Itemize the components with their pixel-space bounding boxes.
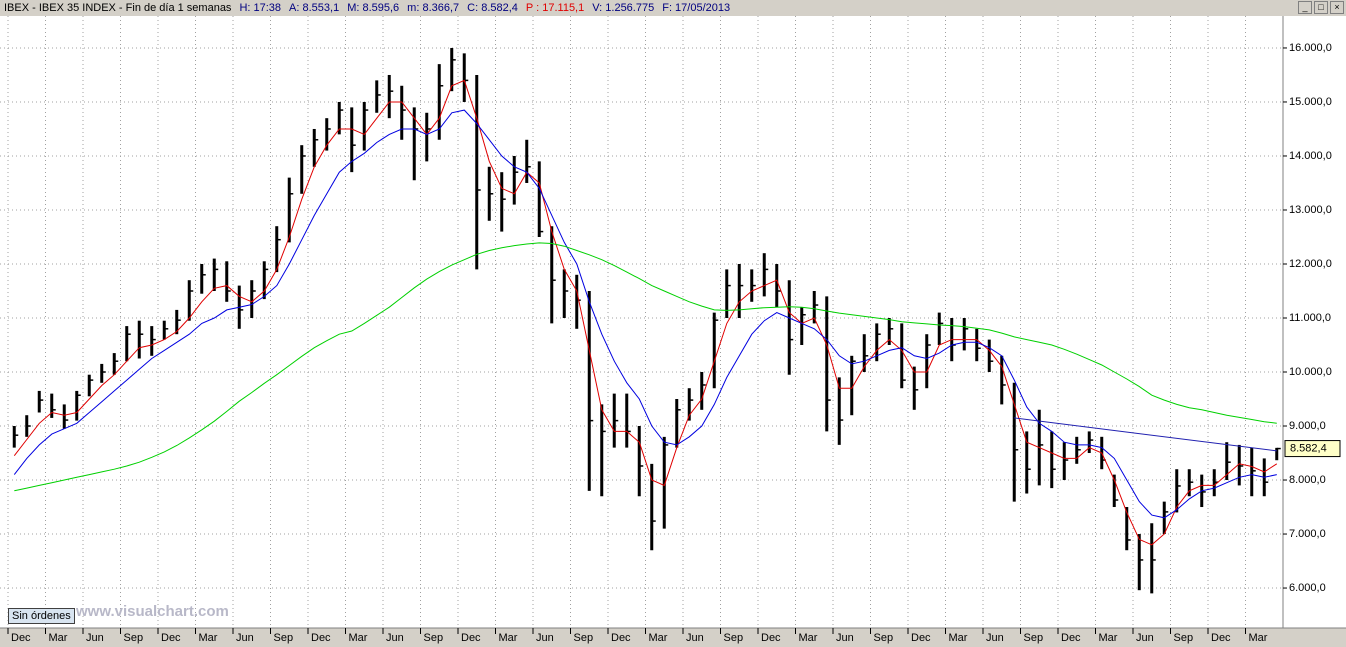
header-item: m: 8.366,7 [407, 2, 460, 14]
header-item: C: 8.582,4 [467, 2, 518, 14]
plot [0, 16, 1283, 628]
header-item: V: 1.256.775 [592, 2, 655, 14]
close[interactable]: × [1330, 1, 1344, 14]
minimize[interactable]: _ [1298, 1, 1312, 14]
moving-average [13, 79, 1278, 546]
header-item: P : 17.115,1 [525, 2, 585, 14]
x-tick-label: Mar [499, 632, 518, 644]
x-axis-strip [0, 628, 1346, 647]
x-tick-label: Dec [311, 632, 331, 644]
moving-average [13, 109, 1277, 519]
x-tick-label: Mar [799, 632, 818, 644]
x-tick-label: Mar [649, 632, 668, 644]
y-tick-label: 6.000,0 [1289, 582, 1326, 594]
x-tick-label: Mar [1099, 632, 1118, 644]
x-tick-label: Jun [536, 632, 554, 644]
y-tick-label: 9.000,0 [1289, 420, 1326, 432]
y-tick-label: 14.000,0 [1289, 150, 1332, 162]
x-tick-label: Mar [199, 632, 218, 644]
x-tick-label: Dec [1211, 632, 1231, 644]
maximize[interactable]: □ [1314, 1, 1328, 14]
x-tick-label: Sep [724, 632, 744, 644]
header: IBEX - IBEX 35 INDEX - Fin de día 1 sema… [0, 0, 1346, 16]
x-tick-label: Jun [836, 632, 854, 644]
y-tick-label: 10.000,0 [1289, 366, 1332, 378]
watermark: www.visualchart.com [76, 603, 229, 620]
x-tick-label: Dec [761, 632, 781, 644]
x-tick-label: Jun [86, 632, 104, 644]
window-buttons: _ □ × [1298, 1, 1344, 14]
header-item: M: 8.595,6 [347, 2, 400, 14]
x-tick-label: Mar [349, 632, 368, 644]
header-item: A: 8.553,1 [289, 2, 340, 14]
last-price-box [1284, 440, 1341, 458]
x-tick-label: Sep [124, 632, 144, 644]
x-tick-label: Jun [236, 632, 254, 644]
orders-button[interactable]: Sin órdenes [8, 608, 75, 624]
y-tick-label: 11.000,0 [1289, 312, 1331, 324]
moving-average [14, 242, 1277, 492]
x-tick-label: Jun [986, 632, 1004, 644]
x-tick-label: Dec [1061, 632, 1081, 644]
plot-background [0, 16, 1346, 628]
x-tick-label: Jun [386, 632, 404, 644]
y-tick-label: 8.000,0 [1289, 474, 1326, 486]
x-tick-label: Mar [1249, 632, 1268, 644]
y-tick-label: 13.000,0 [1289, 204, 1332, 216]
y-tick-label: 12.000,0 [1289, 258, 1332, 270]
x-tick-label: Sep [1174, 632, 1194, 644]
x-tick-label: Sep [424, 632, 444, 644]
last-price-label: 8.582,4 [1290, 442, 1327, 454]
trendline [1014, 417, 1277, 452]
x-tick-label: Mar [949, 632, 968, 644]
x-tick-label: Sep [274, 632, 294, 644]
x-tick-label: Sep [574, 632, 594, 644]
x-tick-label: Dec [11, 632, 31, 644]
x-tick-label: Jun [686, 632, 704, 644]
header-item: IBEX - IBEX 35 INDEX - Fin de día 1 sema… [4, 2, 232, 14]
x-tick-label: Dec [461, 632, 481, 644]
x-tick-label: Mar [49, 632, 68, 644]
x-tick-label: Jun [1136, 632, 1154, 644]
header-item: H: 17:38 [239, 2, 282, 14]
header-item: F: 17/05/2013 [662, 2, 731, 14]
y-tick-label: 15.000,0 [1289, 96, 1332, 108]
y-tick-label: 16.000,0 [1289, 42, 1332, 54]
y-tick-label: 7.000,0 [1289, 528, 1326, 540]
x-tick-label: Dec [911, 632, 931, 644]
x-tick-label: Dec [161, 632, 181, 644]
x-tick-label: Dec [611, 632, 631, 644]
x-tick-label: Sep [874, 632, 894, 644]
x-tick-label: Sep [1024, 632, 1044, 644]
